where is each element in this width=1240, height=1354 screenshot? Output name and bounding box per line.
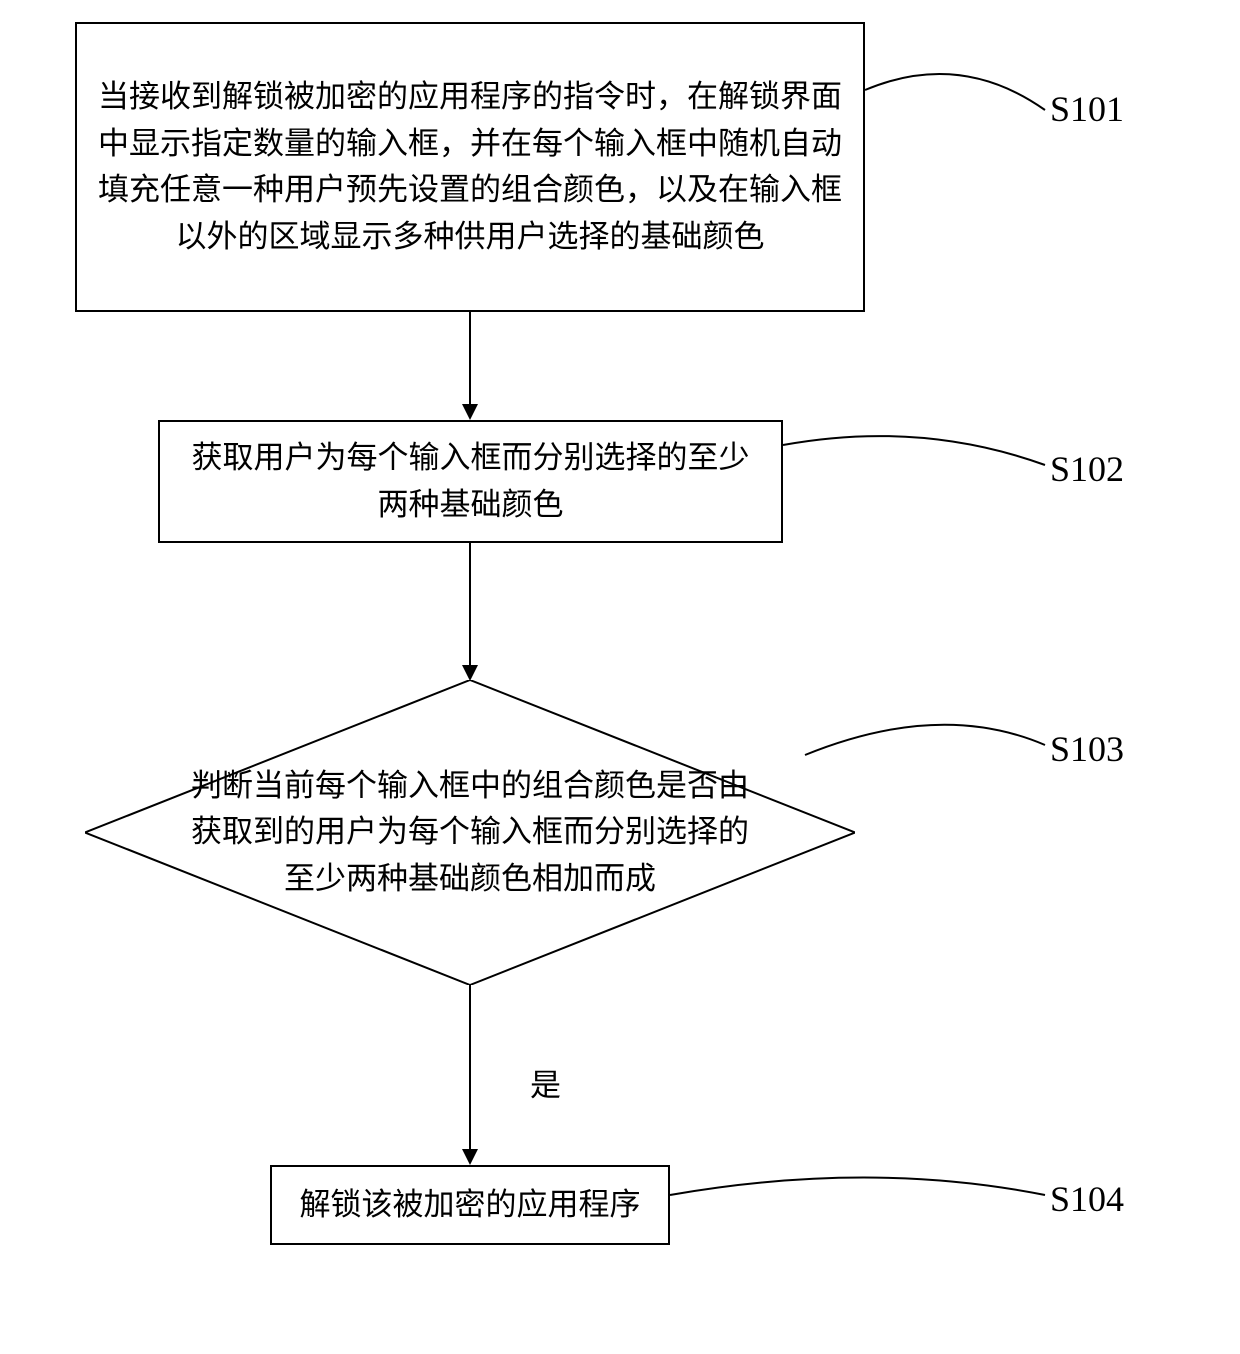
node-s102-text: 获取用户为每个输入框而分别选择的至少两种基础颜色 (180, 435, 761, 528)
connector-s104 (670, 1178, 1045, 1196)
node-s104: 解锁该被加密的应用程序 (270, 1165, 670, 1245)
connector-s101 (865, 74, 1045, 110)
flowchart-container: 当接收到解锁被加密的应用程序的指令时，在解锁界面中显示指定数量的输入框，并在每个… (0, 0, 1240, 1354)
arrow-s103-s104 (455, 985, 485, 1167)
node-s102: 获取用户为每个输入框而分别选择的至少两种基础颜色 (158, 420, 783, 543)
connector-s102 (783, 436, 1045, 465)
arrow-s102-s103 (455, 543, 485, 683)
arrow-s101-s102 (455, 312, 485, 422)
label-s104: S104 (1050, 1178, 1124, 1220)
node-s101: 当接收到解锁被加密的应用程序的指令时，在解锁界面中显示指定数量的输入框，并在每个… (75, 22, 865, 312)
edge-label-yes: 是 (530, 1060, 561, 1105)
node-s104-text: 解锁该被加密的应用程序 (300, 1182, 641, 1229)
node-s103-text: 判断当前每个输入框中的组合颜色是否由获取到的用户为每个输入框而分别选择的至少两种… (180, 763, 760, 903)
label-s102: S102 (1050, 448, 1124, 490)
node-s103: 判断当前每个输入框中的组合颜色是否由获取到的用户为每个输入框而分别选择的至少两种… (85, 680, 855, 985)
label-s101: S101 (1050, 88, 1124, 130)
label-s103: S103 (1050, 728, 1124, 770)
node-s101-text: 当接收到解锁被加密的应用程序的指令时，在解锁界面中显示指定数量的输入框，并在每个… (97, 74, 843, 260)
